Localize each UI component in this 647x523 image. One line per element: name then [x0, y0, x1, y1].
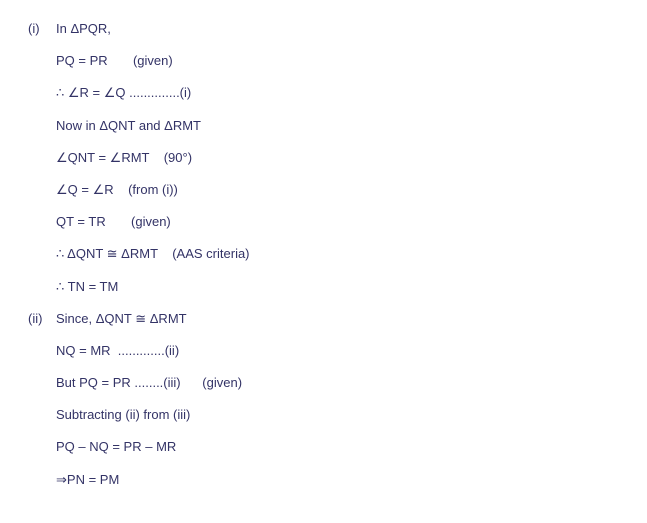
- line-label: (ii): [28, 310, 56, 328]
- proof-line: ∴ ΔQNT ≅ ΔRMT (AAS criteria): [28, 245, 619, 263]
- proof-line: (i)In ΔPQR,: [28, 20, 619, 38]
- line-text: PQ = PR (given): [56, 53, 173, 68]
- proof-line: ∴ ∠R = ∠Q ..............(i): [28, 84, 619, 102]
- line-text: ∴ ΔQNT ≅ ΔRMT (AAS criteria): [56, 246, 250, 261]
- proof-line: Now in ΔQNT and ΔRMT: [28, 117, 619, 135]
- line-text: ∠Q = ∠R (from (i)): [56, 182, 178, 197]
- line-text: Subtracting (ii) from (iii): [56, 407, 190, 422]
- line-text: Now in ΔQNT and ΔRMT: [56, 118, 201, 133]
- proof-line: ∴ TN = TM: [28, 278, 619, 296]
- line-text: ⇒PN = PM: [56, 472, 119, 487]
- proof-line: ∠Q = ∠R (from (i)): [28, 181, 619, 199]
- line-label: (i): [28, 20, 56, 38]
- line-text: ∴ TN = TM: [56, 279, 118, 294]
- proof-line: But PQ = PR ........(iii) (given): [28, 374, 619, 392]
- proof-line: Subtracting (ii) from (iii): [28, 406, 619, 424]
- proof-line: QT = TR (given): [28, 213, 619, 231]
- proof-line: PQ = PR (given): [28, 52, 619, 70]
- line-text: ∴ ∠R = ∠Q ..............(i): [56, 85, 191, 100]
- proof-line: PQ – NQ = PR – MR: [28, 438, 619, 456]
- proof-line: NQ = MR .............(ii): [28, 342, 619, 360]
- proof-line: ⇒PN = PM: [28, 471, 619, 489]
- line-text: PQ – NQ = PR – MR: [56, 439, 176, 454]
- line-text: ∠QNT = ∠RMT (90°): [56, 150, 192, 165]
- line-text: Since, ΔQNT ≅ ΔRMT: [56, 311, 187, 326]
- line-text: QT = TR (given): [56, 214, 171, 229]
- line-text: NQ = MR .............(ii): [56, 343, 179, 358]
- line-text: But PQ = PR ........(iii) (given): [56, 375, 242, 390]
- line-text: In ΔPQR,: [56, 21, 111, 36]
- proof-line: (ii)Since, ΔQNT ≅ ΔRMT: [28, 310, 619, 328]
- proof-line: ∠QNT = ∠RMT (90°): [28, 149, 619, 167]
